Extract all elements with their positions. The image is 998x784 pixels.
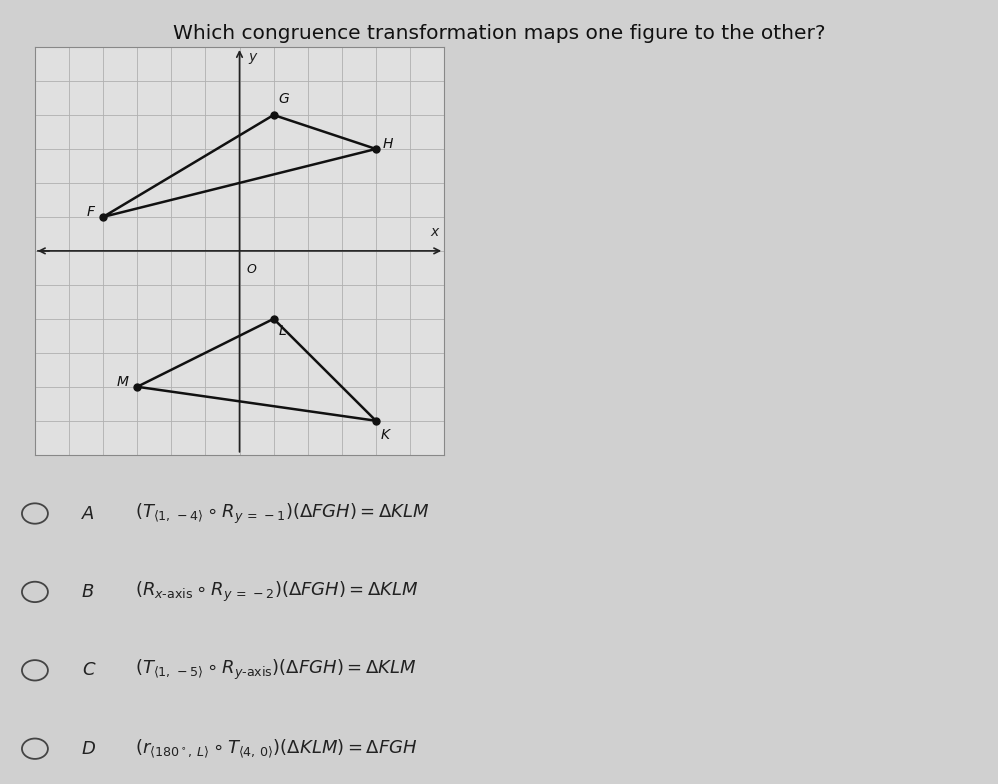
Text: $(R_{x\text{-axis}} \circ R_{y\,=\,-2})(\Delta FGH) = \Delta KLM$: $(R_{x\text{-axis}} \circ R_{y\,=\,-2})(… — [135, 580, 418, 604]
Text: H: H — [382, 137, 393, 151]
Text: O: O — [247, 263, 256, 276]
Text: C: C — [82, 662, 95, 679]
Text: B: B — [82, 583, 94, 601]
Text: M: M — [117, 375, 129, 389]
Text: D: D — [82, 740, 96, 757]
Text: y: y — [249, 50, 256, 64]
Text: F: F — [87, 205, 95, 219]
Text: L: L — [278, 324, 286, 338]
Text: Which congruence transformation maps one figure to the other?: Which congruence transformation maps one… — [173, 24, 825, 42]
Text: x: x — [431, 225, 439, 239]
Text: $(T_{\langle 1,\,-4\rangle} \circ R_{y\,=\,-1})(\Delta FGH) = \Delta KLM$: $(T_{\langle 1,\,-4\rangle} \circ R_{y\,… — [135, 502, 429, 525]
Text: G: G — [278, 93, 289, 107]
Text: $(r_{\langle 180^\circ,\,L\rangle} \circ T_{\langle 4,\,0\rangle})(\Delta KLM) =: $(r_{\langle 180^\circ,\,L\rangle} \circ… — [135, 738, 417, 760]
Text: $(T_{\langle 1,\,-5\rangle} \circ R_{y\text{-axis}})(\Delta FGH) = \Delta KLM$: $(T_{\langle 1,\,-5\rangle} \circ R_{y\t… — [135, 659, 416, 682]
Text: A: A — [82, 505, 94, 522]
Text: K: K — [381, 427, 390, 441]
